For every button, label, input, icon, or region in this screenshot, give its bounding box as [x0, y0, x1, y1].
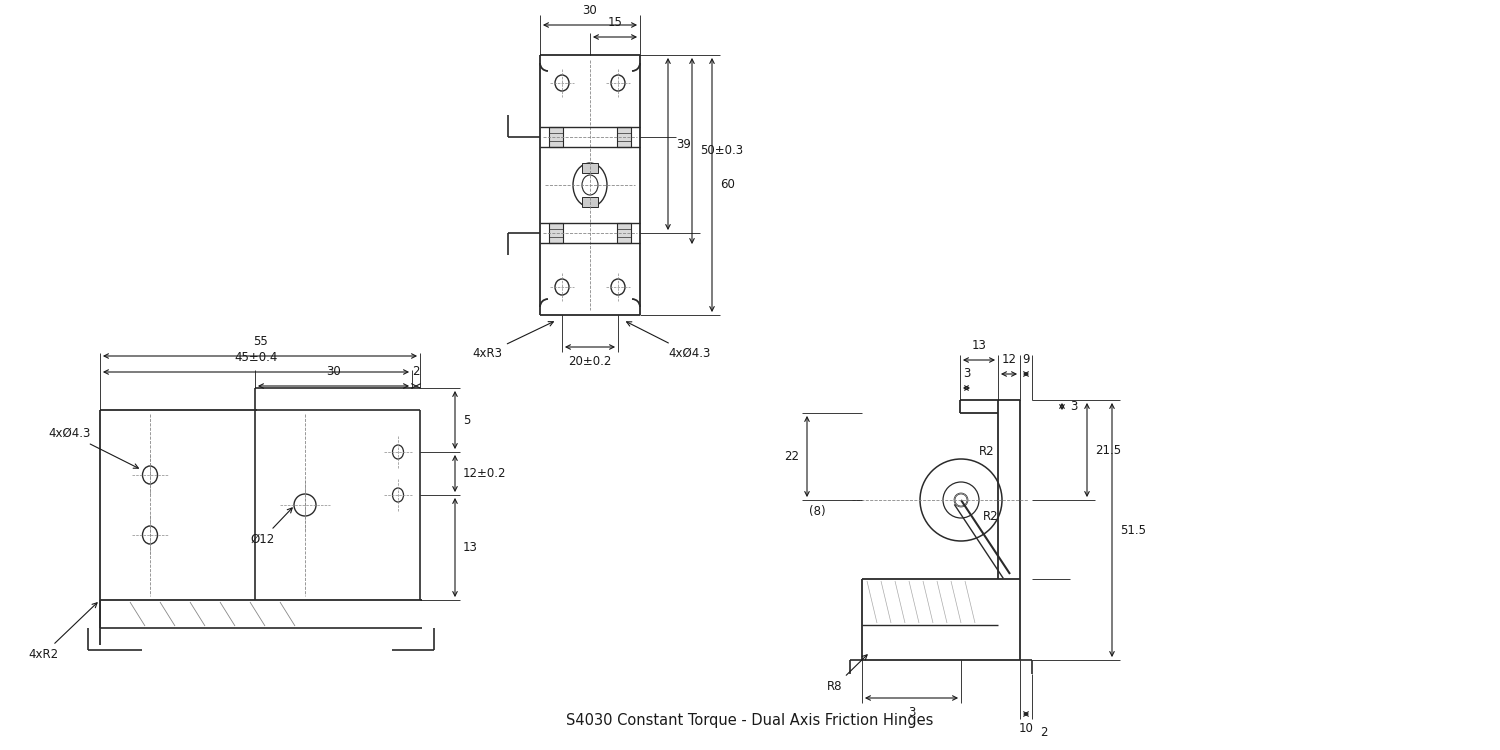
Text: 2: 2 [413, 365, 420, 378]
Bar [549, 127, 562, 147]
Text: 3: 3 [908, 706, 915, 719]
Text: 30: 30 [582, 4, 597, 17]
Text: 4xØ4.3: 4xØ4.3 [48, 427, 138, 468]
Text: R2: R2 [980, 445, 994, 458]
Bar [549, 223, 562, 243]
Text: S4030 Constant Torque - Dual Axis Friction Hinges: S4030 Constant Torque - Dual Axis Fricti… [567, 713, 933, 728]
Bar [582, 197, 598, 207]
Bar [582, 163, 598, 173]
Text: 3: 3 [1070, 400, 1077, 413]
Text: 13: 13 [972, 339, 987, 352]
Text: 10: 10 [1019, 722, 1034, 735]
Text: R8: R8 [827, 655, 867, 693]
Text: 5: 5 [464, 413, 471, 427]
Text: 12±0.2: 12±0.2 [464, 467, 507, 480]
Text: 4xØ4.3: 4xØ4.3 [627, 322, 711, 360]
Text: (8): (8) [808, 505, 825, 518]
Text: 4xR2: 4xR2 [28, 603, 98, 661]
Text: 12: 12 [1002, 353, 1017, 366]
Text: 45±0.4: 45±0.4 [234, 351, 278, 364]
Text: 20±0.2: 20±0.2 [568, 355, 612, 368]
Text: 50±0.3: 50±0.3 [700, 145, 742, 158]
Text: 51.5: 51.5 [1120, 524, 1146, 536]
Text: 13: 13 [464, 541, 478, 554]
Text: 30: 30 [326, 365, 340, 378]
Text: 39: 39 [676, 137, 692, 151]
Bar [616, 223, 632, 243]
Text: 60: 60 [720, 178, 735, 191]
Text: 22: 22 [784, 450, 800, 463]
Text: 9: 9 [1023, 353, 1029, 366]
Text: 21.5: 21.5 [1095, 443, 1120, 457]
Text: 2: 2 [1041, 726, 1047, 739]
Text: R2: R2 [982, 510, 999, 523]
Text: 3: 3 [963, 367, 970, 380]
Text: 15: 15 [608, 16, 622, 29]
Text: Ø12: Ø12 [251, 508, 292, 546]
Bar [616, 127, 632, 147]
Text: 4xR3: 4xR3 [472, 322, 554, 360]
Text: 55: 55 [252, 335, 267, 348]
